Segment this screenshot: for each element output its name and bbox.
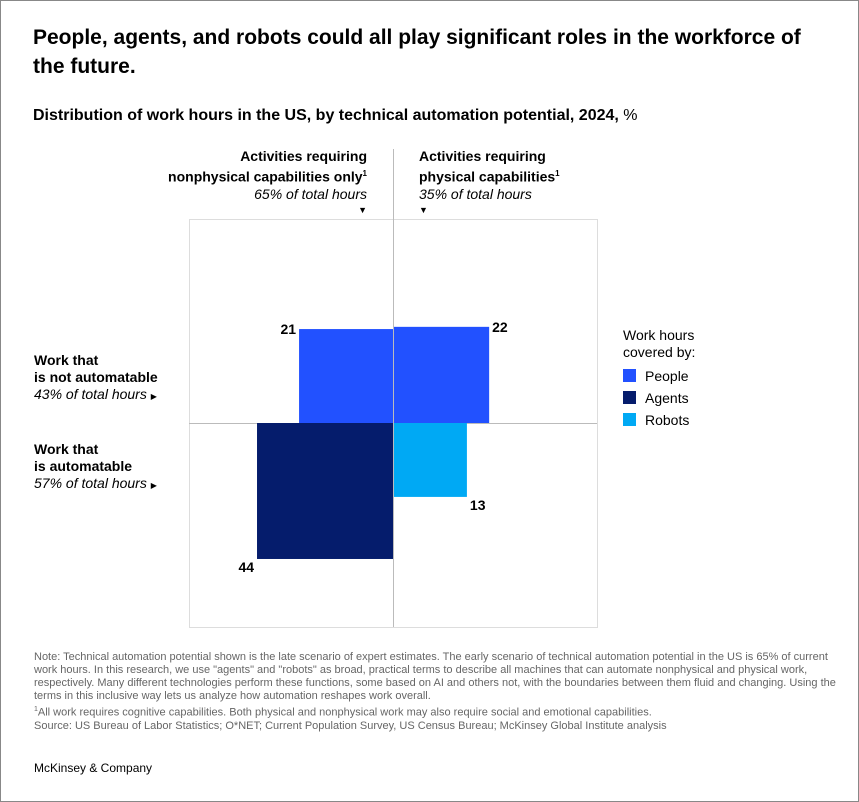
legend-item-people: People <box>623 365 695 387</box>
row-header-not-automatable: Work that is not automatable 43% of tota… <box>34 352 158 405</box>
row-label-line1: Work that <box>34 441 99 457</box>
column-share: 65% of total hours <box>254 185 367 202</box>
notes: Note: Technical automation potential sho… <box>34 651 844 733</box>
legend: Work hours covered by: People Agents Rob… <box>623 324 695 431</box>
legend-item-robots: Robots <box>623 409 695 431</box>
value-label: 44 <box>238 559 254 575</box>
row-label-line1: Work that <box>34 352 99 368</box>
chart-plot: 21 22 44 13 <box>189 149 598 628</box>
row-label-line2: is not automatable <box>34 369 158 385</box>
column-label-line1: Activities requiring <box>419 148 546 164</box>
legend-swatch <box>623 413 636 426</box>
footnote: 1All work requires cognitive capabilitie… <box>34 706 652 719</box>
square-robots <box>393 423 467 497</box>
value-label: 13 <box>470 497 486 513</box>
legend-swatch <box>623 391 636 404</box>
square-people <box>393 326 490 423</box>
value-label: 21 <box>280 321 296 337</box>
right-arrow-icon: ▶ <box>150 392 157 401</box>
down-arrow-icon: ▼ <box>358 204 367 215</box>
legend-title-line1: Work hours <box>623 327 695 343</box>
right-arrow-icon: ▶ <box>150 481 157 490</box>
row-header-automatable: Work that is automatable 57% of total ho… <box>34 441 157 494</box>
row-share: 57% of total hours <box>34 475 147 491</box>
row-share: 43% of total hours <box>34 386 147 402</box>
column-label-line1: Activities requiring <box>240 148 367 164</box>
square-agents <box>257 423 393 559</box>
column-label-line2: nonphysical capabilities only1 <box>168 168 367 185</box>
brand-logo-text: McKinsey & Company <box>34 761 153 775</box>
down-arrow-icon: ▼ <box>419 204 428 215</box>
legend-item-agents: Agents <box>623 387 695 409</box>
value-label: 22 <box>492 319 508 335</box>
note-text: Note: Technical automation potential sho… <box>34 651 836 702</box>
row-label-line2: is automatable <box>34 458 133 474</box>
column-header-physical: Activities requiring physical capabiliti… <box>419 148 560 217</box>
chart-title: People, agents, and robots could all pla… <box>33 26 801 78</box>
chart-subtitle: Distribution of work hours in the US, by… <box>33 107 638 125</box>
source-text: Source: US Bureau of Labor Statistics; O… <box>34 719 667 732</box>
column-share: 35% of total hours <box>419 185 532 202</box>
square-people <box>299 329 393 423</box>
legend-title-line2: covered by: <box>623 344 696 360</box>
column-label-line2: physical capabilities1 <box>419 168 560 185</box>
column-header-nonphysical: Activities requiring nonphysical capabil… <box>168 148 367 217</box>
subtitle-text: Distribution of work hours in the US, by… <box>33 107 619 124</box>
legend-swatch <box>623 369 636 382</box>
subtitle-unit: % <box>618 107 638 124</box>
